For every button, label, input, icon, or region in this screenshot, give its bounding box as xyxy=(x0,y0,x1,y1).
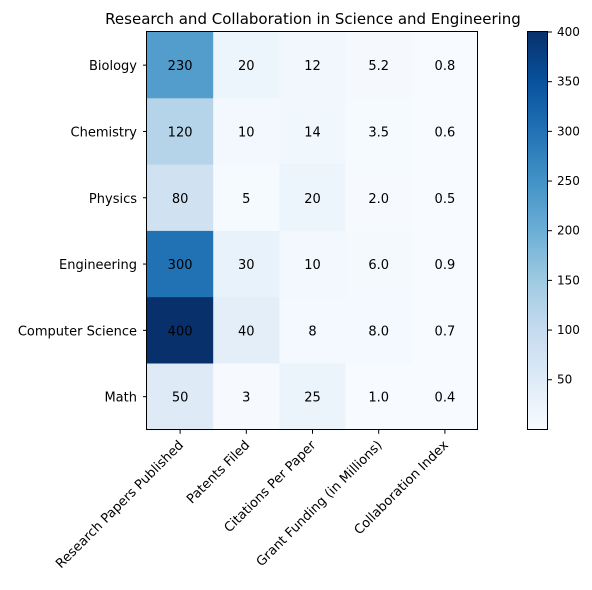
cell-value-label: 20 xyxy=(304,192,321,207)
cell-value-label: 0.5 xyxy=(435,192,456,207)
cell-value-label: 6.0 xyxy=(368,258,389,273)
x-tick-label: Research Papers Published xyxy=(53,438,187,572)
cell-value-label: 2.0 xyxy=(368,192,389,207)
heatmap-cell xyxy=(147,98,214,166)
heatmap-cell xyxy=(147,32,214,99)
cell-value-label: 14 xyxy=(304,125,321,140)
cell-value-label: 12 xyxy=(304,59,321,74)
heatmap-cell xyxy=(411,363,479,431)
colorbar-tick-label: 350 xyxy=(557,75,580,89)
colorbar xyxy=(527,31,548,430)
cell-value-label: 0.6 xyxy=(435,125,456,140)
colorbar-tick-label: 400 xyxy=(557,25,580,39)
cell-value-label: 25 xyxy=(304,391,321,406)
y-tick-label: Engineering xyxy=(59,258,137,273)
cell-value-label: 230 xyxy=(168,59,193,74)
cell-value-label: 80 xyxy=(172,192,189,207)
cell-value-label: 3 xyxy=(242,391,250,406)
colorbar-tick-label: 150 xyxy=(557,273,580,287)
heatmap-cell xyxy=(345,164,413,232)
heatmap-cells xyxy=(147,32,479,431)
heatmap-cell xyxy=(279,32,347,99)
heatmap-cell xyxy=(411,32,479,99)
heatmap-cell xyxy=(213,98,280,166)
cell-value-label: 300 xyxy=(168,258,193,273)
cell-value-label: 400 xyxy=(168,324,193,339)
colorbar-axis: 50 100 150 200 250 300 350 400 xyxy=(548,25,580,387)
y-tick-label: Chemistry xyxy=(71,125,138,140)
heatmap-cell xyxy=(411,230,479,298)
plot-frame xyxy=(146,31,478,430)
colorbar-tick-label: 300 xyxy=(557,124,580,138)
heatmap-cell xyxy=(213,32,280,99)
heatmap-cell xyxy=(279,164,347,232)
chart-title: Research and Collaboration in Science an… xyxy=(105,10,521,28)
y-tick-label: Physics xyxy=(89,192,137,207)
heatmap-cell xyxy=(279,230,347,298)
colorbar-tick-label: 200 xyxy=(557,224,580,238)
heatmap-cell xyxy=(345,363,413,431)
cell-value-label: 10 xyxy=(304,258,321,273)
cell-value-label: 50 xyxy=(172,391,189,406)
cell-value-label: 120 xyxy=(168,125,193,140)
cell-value-label: 20 xyxy=(238,59,255,74)
x-tick-label: Grant Funding (in Millions) xyxy=(254,438,386,570)
heatmap-cell xyxy=(345,297,413,364)
cell-value-label: 40 xyxy=(238,324,255,339)
cell-value-label: 8 xyxy=(308,324,316,339)
cell-value-label: 10 xyxy=(238,125,255,140)
heatmap-cell xyxy=(213,363,280,431)
colorbar-tick-label: 250 xyxy=(557,174,580,188)
heatmap-cell xyxy=(147,297,214,364)
heatmap-cell xyxy=(279,297,347,364)
cell-value-label: 5 xyxy=(242,192,250,207)
y-tick-label: Computer Science xyxy=(18,324,137,339)
heatmap-cell xyxy=(213,164,280,232)
cell-value-label: 0.4 xyxy=(435,391,456,406)
colorbar-tick-label: 50 xyxy=(557,373,572,387)
heatmap-cell xyxy=(279,363,347,431)
x-tick-label: Patents Filed xyxy=(184,438,253,507)
cell-value-label: 8.0 xyxy=(368,324,389,339)
cell-value-label: 3.5 xyxy=(368,125,389,140)
heatmap-cell xyxy=(411,98,479,166)
cell-value-label: 0.9 xyxy=(435,258,456,273)
cell-value-label: 30 xyxy=(238,258,255,273)
cell-value-label: 0.8 xyxy=(435,59,456,74)
heatmap-cell xyxy=(345,230,413,298)
heatmap-cell xyxy=(411,297,479,364)
heatmap-cell xyxy=(147,164,214,232)
cell-value-label: 5.2 xyxy=(368,59,389,74)
heatmap-cell xyxy=(345,32,413,99)
cell-value-label: 0.7 xyxy=(435,324,456,339)
heatmap-cell xyxy=(345,98,413,166)
heatmap-cell xyxy=(411,164,479,232)
heatmap-cell xyxy=(147,363,214,431)
y-axis: Biology Chemistry Physics Engineering Comput… xyxy=(18,59,147,406)
y-tick-label: Math xyxy=(104,391,137,406)
heatmap-cell xyxy=(279,98,347,166)
heatmap-cell xyxy=(213,230,280,298)
cell-value-label: 1.0 xyxy=(368,391,389,406)
heatmap-cell xyxy=(213,297,280,364)
heatmap-cell xyxy=(147,230,214,298)
y-tick-label: Biology xyxy=(89,59,137,74)
colorbar-tick-label: 100 xyxy=(557,323,580,337)
